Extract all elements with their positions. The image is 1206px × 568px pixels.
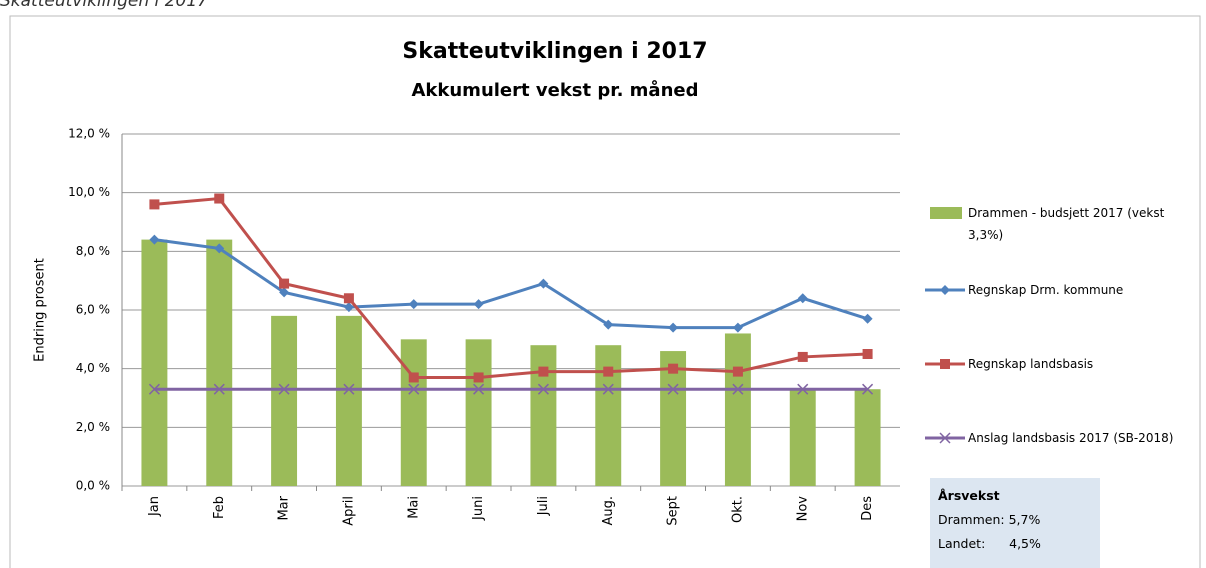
y-tick-label: 6,0 % xyxy=(76,303,110,317)
bar xyxy=(595,345,622,486)
x-tick-label: Des xyxy=(860,496,875,521)
marker xyxy=(667,383,679,395)
annotation-box: Årsvekst Drammen: 5,7% Landet: 4,5% xyxy=(930,478,1100,568)
marker xyxy=(603,366,614,377)
marker xyxy=(214,193,225,204)
bar xyxy=(854,389,881,486)
marker xyxy=(148,383,160,395)
x-tick-label: Mar xyxy=(277,495,292,520)
marker xyxy=(473,299,484,310)
y-tick-label: 0,0 % xyxy=(76,479,110,493)
marker xyxy=(862,313,873,324)
marker xyxy=(213,383,225,395)
marker xyxy=(538,366,549,377)
x-tick-label: Jan xyxy=(147,496,162,517)
y-tick-label: 8,0 % xyxy=(76,244,110,258)
legend-label: Drammen - budsjett 2017 (vekst 3,3%) xyxy=(968,206,1169,242)
bar xyxy=(724,333,751,486)
x-tick-label: April xyxy=(341,496,356,526)
marker xyxy=(940,285,950,295)
chart-title: Skatteutviklingen i 2017 xyxy=(402,39,707,64)
bar xyxy=(206,239,233,486)
marker xyxy=(408,372,419,383)
bar xyxy=(465,339,492,486)
marker xyxy=(797,383,809,395)
marker xyxy=(797,351,808,362)
x-tick-label: Mai xyxy=(406,496,421,519)
y-tick-label: 10,0 % xyxy=(68,185,110,199)
marker xyxy=(602,383,614,395)
marker xyxy=(862,349,873,359)
marker xyxy=(149,234,160,245)
marker xyxy=(149,199,160,210)
x-tick-label: Sept xyxy=(666,496,681,526)
x-tick-label: Nov xyxy=(795,496,810,522)
annotation-line: Landet: 4,5% xyxy=(938,536,1041,551)
marker xyxy=(279,287,290,298)
legend-label: Regnskap landsbasis xyxy=(968,357,1094,371)
marker xyxy=(797,293,808,304)
marker xyxy=(732,383,744,395)
y-tick-label: 4,0 % xyxy=(76,361,110,375)
marker xyxy=(862,383,874,395)
line xyxy=(154,238,869,330)
marker xyxy=(473,372,484,383)
bar xyxy=(335,315,362,486)
x-tick-label: Juni xyxy=(471,496,486,521)
marker xyxy=(408,299,419,310)
marker xyxy=(668,322,679,333)
line xyxy=(154,196,868,379)
annotation-line: Drammen: 5,7% xyxy=(938,512,1041,527)
marker xyxy=(408,383,420,395)
marker xyxy=(538,278,549,289)
bar xyxy=(789,389,816,486)
marker xyxy=(732,322,743,333)
marker xyxy=(537,383,549,395)
marker xyxy=(732,366,743,377)
marker xyxy=(343,302,354,313)
caption: Skatteutviklingen i 2017 xyxy=(0,0,208,11)
marker xyxy=(939,432,951,444)
marker xyxy=(473,383,485,395)
bar xyxy=(400,339,427,486)
marker xyxy=(279,278,290,289)
legend-swatch xyxy=(930,207,962,219)
marker xyxy=(278,383,290,395)
y-tick-label: 12,0 % xyxy=(68,127,110,141)
y-tick-label: 2,0 % xyxy=(76,420,110,434)
x-tick-label: Okt. xyxy=(730,496,745,523)
bar xyxy=(141,239,168,486)
marker xyxy=(214,243,225,254)
marker xyxy=(343,293,354,304)
marker xyxy=(603,319,614,330)
legend-label: Anslag landsbasis 2017 (SB-2018) xyxy=(968,431,1174,445)
chart-subtitle: Akkumulert vekst pr. måned xyxy=(412,79,699,101)
x-tick-label: Aug. xyxy=(601,496,616,526)
marker xyxy=(343,383,355,395)
annotation-title: Årsvekst xyxy=(938,488,1000,503)
bar xyxy=(271,315,298,486)
marker xyxy=(668,363,679,374)
marker xyxy=(940,359,950,369)
x-tick-label: Feb xyxy=(212,496,227,519)
y-axis-label: Endring prosent xyxy=(33,258,48,362)
x-tick-label: Juli xyxy=(536,496,551,516)
legend-label: Regnskap Drm. kommune xyxy=(968,283,1124,297)
bar xyxy=(530,345,557,486)
